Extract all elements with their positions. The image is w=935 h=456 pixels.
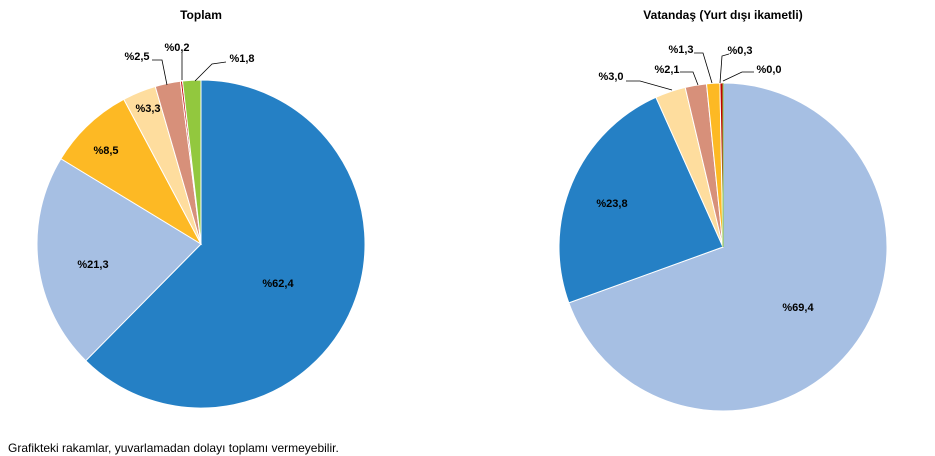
data-label: %0,3	[727, 45, 752, 57]
chart-title: Toplam	[180, 8, 222, 22]
leader-line	[722, 71, 754, 82]
leader-line	[719, 53, 730, 84]
pie-slice	[568, 82, 888, 412]
data-label: %2,5	[124, 51, 149, 63]
data-label: %62,4	[262, 278, 294, 290]
leader-line	[626, 80, 673, 91]
data-label: %3,0	[598, 71, 623, 83]
data-label: %0,2	[164, 42, 189, 54]
chart-title: Vatandaş (Yurt dışı ikametli)	[643, 8, 802, 22]
pie-chart-toplam: Toplam %62,4 %21,3 %8,5 %3,3 %2,5 %0,2 %1,8	[36, 8, 366, 409]
data-label: %21,3	[77, 259, 108, 271]
leader-line	[194, 61, 227, 82]
pie-slice	[60, 98, 203, 246]
leader-line	[680, 71, 699, 86]
pie-slice	[558, 96, 724, 304]
data-label: %8,5	[93, 145, 118, 157]
pie-slice	[181, 79, 202, 245]
leader-line	[694, 52, 713, 84]
data-label: %2,1	[654, 64, 679, 76]
pie-slice	[36, 158, 202, 362]
data-label: %0,0	[756, 64, 781, 76]
footnote: Grafikteki rakamlar, yuvarlamadan dolayı…	[8, 441, 339, 455]
data-label: %69,4	[782, 302, 814, 314]
data-label: %3,3	[135, 103, 160, 115]
data-label: %1,3	[668, 44, 693, 56]
leader-line	[152, 59, 168, 86]
data-label: %1,8	[229, 53, 254, 65]
pie-slice	[85, 79, 366, 409]
data-label: %23,8	[596, 198, 627, 210]
pie-chart-vatandas: Vatandaş (Yurt dışı ikametli) %69,4 %23,8%…	[558, 8, 888, 412]
